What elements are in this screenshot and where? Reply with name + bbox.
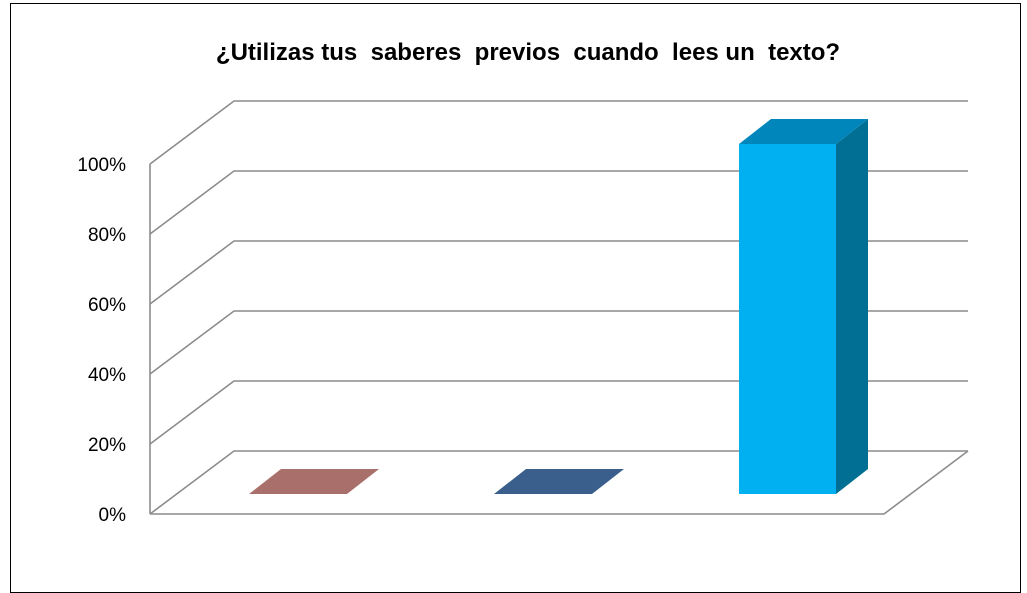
y-tick-label: 100%	[77, 155, 126, 176]
bar	[739, 119, 868, 494]
y-axis-ticks: 0% 20% 40% 60% 80% 100%	[77, 155, 126, 526]
gridline	[149, 100, 968, 165]
y-tick-label: 40%	[88, 365, 126, 386]
gridline	[149, 170, 968, 235]
gridlines	[149, 100, 969, 515]
bar-chart: ¿Utilizas tus saberes previos cuando lee…	[77, 39, 969, 526]
bar	[494, 469, 624, 494]
bar-side-face	[836, 119, 868, 494]
bar-top-face	[739, 119, 868, 144]
chart-title: ¿Utilizas tus saberes previos cuando lee…	[216, 39, 840, 66]
gridline	[149, 310, 968, 375]
floor-edge	[150, 450, 969, 515]
y-tick-label: 20%	[88, 435, 126, 456]
y-tick-label: 0%	[99, 505, 127, 526]
bar-top-face	[249, 469, 379, 494]
y-tick-label: 60%	[88, 295, 126, 316]
bar	[249, 469, 379, 494]
bars	[249, 119, 868, 494]
bar-top-face	[494, 469, 624, 494]
gridline	[149, 380, 968, 445]
y-tick-label: 80%	[88, 225, 126, 246]
gridline	[149, 450, 968, 515]
bar-front-face	[739, 144, 836, 494]
gridline	[149, 240, 968, 305]
